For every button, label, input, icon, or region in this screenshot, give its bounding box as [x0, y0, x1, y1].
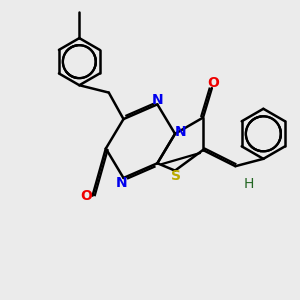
Text: N: N [175, 125, 186, 139]
Text: O: O [80, 189, 92, 202]
Text: O: O [207, 76, 219, 90]
Text: N: N [116, 176, 128, 190]
Text: S: S [172, 169, 182, 184]
Text: H: H [244, 177, 254, 191]
Text: N: N [152, 93, 163, 107]
